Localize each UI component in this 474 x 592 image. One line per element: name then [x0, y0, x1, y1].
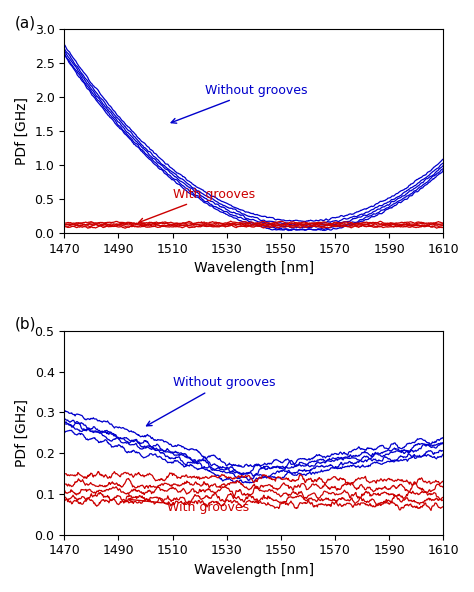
- X-axis label: Wavelength [nm]: Wavelength [nm]: [194, 261, 314, 275]
- Text: (a): (a): [15, 15, 36, 30]
- Text: Without grooves: Without grooves: [146, 376, 275, 426]
- X-axis label: Wavelength [nm]: Wavelength [nm]: [194, 563, 314, 577]
- Y-axis label: PDf [GHz]: PDf [GHz]: [15, 97, 29, 165]
- Y-axis label: PDf [GHz]: PDf [GHz]: [15, 399, 29, 467]
- Text: With grooves: With grooves: [139, 188, 255, 223]
- Text: (b): (b): [15, 317, 36, 332]
- Text: Without grooves: Without grooves: [171, 83, 308, 123]
- Text: With grooves: With grooves: [128, 497, 249, 514]
